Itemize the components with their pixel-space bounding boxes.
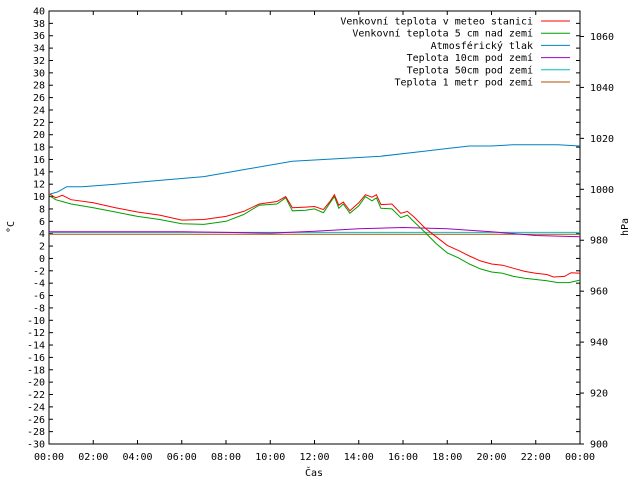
y-tick-label: 38 bbox=[33, 19, 45, 30]
y-tick-label: -26 bbox=[27, 415, 45, 426]
y-tick-label: 0 bbox=[39, 254, 45, 265]
legend-label: Venkovní teplota 5 cm nad zemí bbox=[352, 28, 533, 40]
legend-label: Teplota 1 metr pod zemí bbox=[395, 77, 533, 89]
y-tick-label: 36 bbox=[33, 31, 45, 42]
x-tick-label: 14:00 bbox=[344, 452, 374, 463]
y-tick-label: 2 bbox=[39, 242, 45, 253]
legend-label: Venkovní teplota v meteo stanici bbox=[340, 16, 533, 28]
y-tick-label: 24 bbox=[33, 105, 45, 116]
y2-tick-label: 1060 bbox=[590, 32, 614, 43]
y-axis-label: °C bbox=[6, 221, 17, 233]
y-tick-label: -14 bbox=[27, 341, 45, 352]
y-tick-label: 4 bbox=[39, 229, 45, 240]
series-line-1 bbox=[48, 194, 581, 284]
y2-tick-label: 940 bbox=[590, 338, 608, 349]
y2-tick-label: 1020 bbox=[590, 134, 614, 145]
y2-tick-label: 1000 bbox=[590, 185, 614, 196]
y-tick-label: 12 bbox=[33, 180, 45, 191]
y-tick-label: -8 bbox=[33, 303, 45, 314]
series-line-2 bbox=[48, 144, 581, 195]
y-tick-label: 28 bbox=[33, 81, 45, 92]
y2-tick-label: 960 bbox=[590, 287, 608, 298]
y-tick-label: -16 bbox=[27, 353, 45, 364]
y2-tick-label: 900 bbox=[590, 440, 608, 451]
y-tick-label: 8 bbox=[39, 204, 45, 215]
y-tick-label: 32 bbox=[33, 56, 45, 67]
y-axis-ticks: -30-28-26-24-22-20-18-16-14-12-10-8-6-4-… bbox=[27, 7, 580, 451]
y-tick-label: 30 bbox=[33, 68, 45, 79]
legend-label: Teplota 50cm pod zemí bbox=[407, 64, 533, 76]
x-tick-label: 02:00 bbox=[78, 452, 108, 463]
x-tick-label: 00:00 bbox=[34, 452, 64, 463]
y-tick-label: 20 bbox=[33, 130, 45, 141]
y-tick-label: -22 bbox=[27, 390, 45, 401]
y-tick-label: 40 bbox=[33, 7, 45, 18]
y2-tick-label: 980 bbox=[590, 236, 608, 247]
y2-tick-label: 920 bbox=[590, 389, 608, 400]
legend-label: Atmosférický tlak bbox=[431, 40, 533, 52]
x-axis-label: Čas bbox=[305, 466, 323, 479]
y2-tick-label: 1040 bbox=[590, 83, 614, 94]
y-tick-label: 6 bbox=[39, 217, 45, 228]
y-tick-label: -6 bbox=[33, 291, 45, 302]
y-tick-label: 10 bbox=[33, 192, 45, 203]
y-tick-label: -24 bbox=[27, 402, 45, 413]
x-tick-label: 18:00 bbox=[432, 452, 462, 463]
x-tick-label: 20:00 bbox=[476, 452, 506, 463]
x-tick-label: 16:00 bbox=[388, 452, 418, 463]
y-tick-label: -28 bbox=[27, 427, 45, 438]
y-tick-label: -20 bbox=[27, 378, 45, 389]
series-layer bbox=[48, 144, 581, 284]
x-tick-label: 00:00 bbox=[565, 452, 595, 463]
y-tick-label: 18 bbox=[33, 143, 45, 154]
x-tick-label: 10:00 bbox=[255, 452, 285, 463]
y-tick-label: 22 bbox=[33, 118, 45, 129]
y-tick-label: -18 bbox=[27, 365, 45, 376]
x-tick-label: 12:00 bbox=[299, 452, 329, 463]
series-line-0 bbox=[48, 193, 581, 278]
y-tick-label: 14 bbox=[33, 167, 45, 178]
y-tick-label: -12 bbox=[27, 328, 45, 339]
y2-axis-label: hPa bbox=[620, 218, 631, 236]
y-tick-label: -10 bbox=[27, 316, 45, 327]
y-tick-label: 34 bbox=[33, 44, 45, 55]
y2-axis-ticks: 900 920 940 960 980 1000 1020 1040 1060 bbox=[580, 32, 614, 451]
y-tick-label: -30 bbox=[27, 440, 45, 451]
x-tick-label: 22:00 bbox=[521, 452, 551, 463]
x-tick-label: 06:00 bbox=[167, 452, 197, 463]
series-line-3 bbox=[49, 226, 581, 238]
legend-label: Teplota 10cm pod zemí bbox=[407, 52, 533, 64]
y-tick-label: -2 bbox=[33, 266, 45, 277]
y-tick-label: 16 bbox=[33, 155, 45, 166]
x-tick-label: 04:00 bbox=[122, 452, 152, 463]
y-tick-label: 26 bbox=[33, 93, 45, 104]
x-axis-ticks: 00:00 02:00 04:00 06:00 08:00 10:00 12:00 14:00… bbox=[34, 11, 595, 463]
y-tick-label: -4 bbox=[33, 279, 45, 290]
legend: Venkovní teplota v meteo staniciVenkovní… bbox=[340, 16, 570, 89]
x-tick-label: 08:00 bbox=[211, 452, 241, 463]
